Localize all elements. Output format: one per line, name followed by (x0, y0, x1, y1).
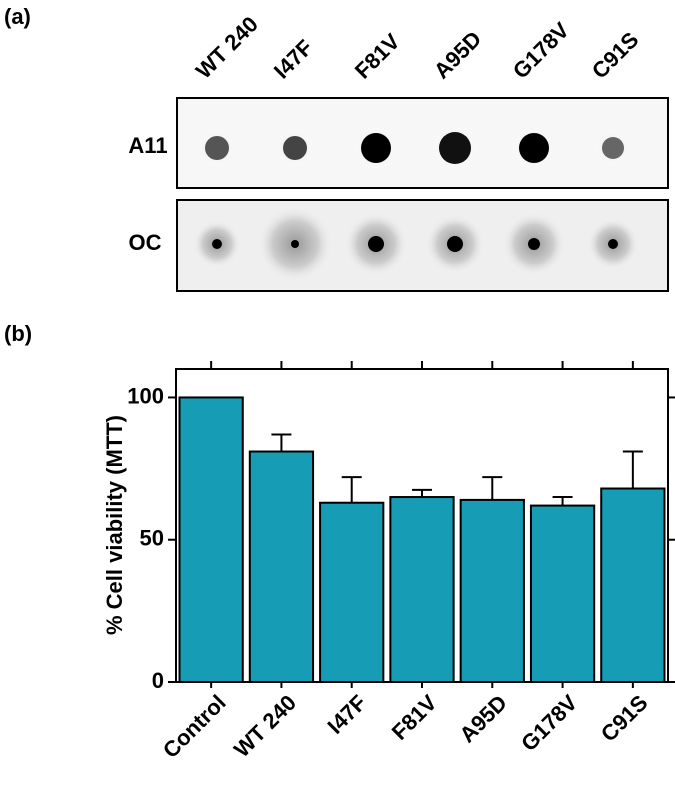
dot (291, 240, 299, 248)
blot-frame (176, 97, 669, 189)
dot (608, 239, 618, 249)
column-label: C91S (587, 27, 644, 84)
x-tick-label: WT 240 (229, 690, 301, 762)
y-tick-label: 0 (152, 668, 164, 693)
dot (528, 238, 540, 250)
bar (178, 396, 244, 683)
bar (319, 501, 385, 683)
row-label: OC (129, 230, 162, 255)
panel-label: (b) (4, 321, 32, 346)
dot (447, 236, 463, 252)
x-tick-label: G178V (516, 690, 582, 756)
bar (389, 496, 455, 683)
column-label: A95D (429, 26, 486, 83)
bar (459, 498, 525, 683)
error-bar (482, 476, 503, 500)
error-bar (271, 433, 292, 452)
bar (600, 487, 666, 683)
x-tick-label: I47F (323, 690, 372, 739)
column-label: F81V (350, 28, 405, 83)
y-tick-label: 50 (140, 526, 164, 551)
column-label: I47F (269, 35, 318, 84)
dot (212, 239, 222, 249)
error-bar (412, 488, 432, 498)
x-tick-label: C91S (596, 690, 653, 747)
y-axis-title: % Cell viability (MTT) (102, 415, 127, 635)
bar (248, 450, 315, 683)
dot (361, 133, 391, 163)
panel-label: (a) (4, 4, 31, 29)
x-tick-label: Control (158, 690, 231, 763)
row-label: A11 (128, 133, 167, 158)
dot (368, 236, 384, 252)
dot (519, 133, 549, 163)
x-tick-label: F81V (387, 690, 442, 745)
blot-dots (193, 124, 639, 282)
x-tick-label: A95D (454, 690, 511, 747)
error-bar (552, 496, 573, 506)
column-label: G178V (508, 17, 574, 83)
error-bar (622, 450, 643, 489)
column-label: WT 240 (191, 11, 263, 83)
dot (439, 132, 471, 164)
bar (529, 504, 596, 683)
dot (205, 136, 229, 160)
y-tick-label: 100 (127, 383, 164, 408)
error-bar (341, 476, 362, 503)
dot (283, 136, 307, 160)
dot (602, 137, 624, 159)
